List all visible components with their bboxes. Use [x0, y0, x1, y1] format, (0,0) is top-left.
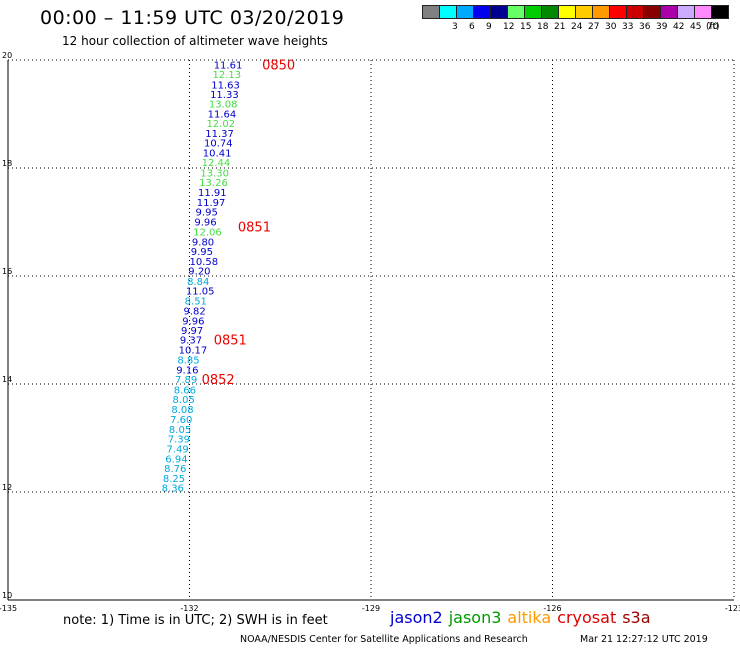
- data-point-label: 9.96: [182, 316, 204, 327]
- data-point-label: 7.89: [175, 375, 197, 386]
- data-point-label: 7.60: [170, 415, 192, 426]
- y-tick-label: 12: [2, 483, 12, 492]
- data-point-label: 13.08: [209, 100, 238, 111]
- data-point-label: 8.84: [187, 277, 209, 288]
- satellite-name: cryosat: [557, 608, 617, 627]
- legend-tick-label: 9: [486, 22, 492, 32]
- data-point-label: 12.02: [206, 119, 235, 130]
- data-point-label: 6.94: [165, 455, 187, 466]
- data-point-label: 8.51: [185, 296, 207, 307]
- data-point-label: 9.16: [176, 365, 198, 376]
- time-label: 0850: [262, 58, 295, 73]
- data-point-label: 9.97: [181, 326, 203, 337]
- legend-tick-label: 45: [690, 22, 702, 32]
- data-point-label: 10.17: [179, 345, 208, 356]
- legend-tick-label: 3: [452, 22, 458, 32]
- x-tick-label: -129: [362, 604, 380, 613]
- x-tick-label: -123: [725, 604, 740, 613]
- data-point-label: 8.25: [163, 474, 185, 485]
- legend-tick-label: 6: [469, 22, 475, 32]
- data-point-label: 9.20: [188, 267, 210, 278]
- y-tick-label: 20: [2, 51, 12, 60]
- data-point-label: 11.05: [186, 287, 215, 298]
- legend-tick-label: 18: [537, 22, 549, 32]
- data-point-label: 13.30: [200, 168, 229, 179]
- data-point-label: 12.06: [193, 228, 222, 239]
- legend-swatch: [711, 5, 729, 19]
- data-point-label: 11.37: [205, 129, 234, 140]
- legend-tick-label: 30: [605, 22, 617, 32]
- satellite-name: jason2: [390, 608, 443, 627]
- data-point-label: 11.64: [208, 109, 237, 120]
- y-tick-label: 16: [2, 267, 12, 276]
- legend-tick-label: 12: [503, 22, 515, 32]
- y-tick-label: 14: [2, 375, 12, 384]
- data-point-label: 10.74: [204, 139, 233, 150]
- y-tick-label: 10: [2, 591, 12, 600]
- data-point-label: 8.05: [169, 425, 191, 436]
- data-point-label: 8.05: [173, 395, 195, 406]
- legend-tick-label: 33: [622, 22, 634, 32]
- data-point-label: 12.44: [202, 158, 231, 169]
- data-point-label: 9.96: [194, 217, 216, 228]
- legend-tick-label: 15: [520, 22, 532, 32]
- data-point-label: 11.97: [197, 198, 226, 209]
- data-point-label: 11.33: [210, 90, 239, 101]
- legend-tick-label: 27: [588, 22, 600, 32]
- data-point-label: 8.85: [177, 356, 199, 367]
- satellite-name: jason3: [448, 608, 502, 627]
- legend-tick-label: 70: [707, 22, 719, 32]
- time-label: 0851: [238, 220, 271, 235]
- x-tick-label: -126: [543, 604, 561, 613]
- data-point-label: 8.36: [162, 484, 184, 495]
- color-legend: 3 6 9 12 15 18 21 24 27 30 33 36 39 42 45 70 (ft): [422, 5, 732, 41]
- time-label: 0852: [202, 373, 235, 388]
- data-point-label: 12.13: [212, 70, 241, 81]
- legend-unit-label: (ft): [706, 22, 720, 32]
- x-tick-label: -132: [180, 604, 198, 613]
- data-point-label: 11.91: [198, 188, 227, 199]
- legend-tick-label: 42: [673, 22, 685, 32]
- data-point-label: 10.58: [190, 257, 219, 268]
- time-label: 0851: [214, 334, 247, 349]
- data-point-label: 7.49: [167, 444, 189, 455]
- data-point-label: 7.39: [168, 435, 190, 446]
- legend-tick-label: 24: [571, 22, 583, 32]
- legend-tick-label: 21: [554, 22, 566, 32]
- satellite-name: s3a: [622, 608, 651, 627]
- data-point-label: 9.37: [180, 336, 202, 347]
- data-point-label: 8.66: [174, 385, 196, 396]
- data-point-label: 13.26: [199, 178, 228, 189]
- data-point-label: 9.82: [183, 307, 205, 318]
- data-point-label: 11.61: [214, 60, 243, 71]
- data-point-label: 10.41: [203, 148, 232, 159]
- satellite-name: altika: [507, 608, 552, 627]
- y-tick-label: 18: [2, 159, 12, 168]
- legend-tick-label: 36: [639, 22, 651, 32]
- generated-timestamp: Mar 21 12:27:12 UTC 2019: [580, 634, 708, 645]
- footer-note: note: 1) Time is in UTC; 2) SWH is in fe…: [63, 613, 328, 628]
- data-point-label: 9.95: [196, 208, 218, 219]
- x-tick-label: -135: [0, 604, 17, 613]
- credit-text: NOAA/NESDIS Center for Satellite Applica…: [240, 634, 528, 645]
- satellite-legend: jason2 jason3 altika cryosat s3a: [390, 608, 657, 627]
- data-point-label: 11.63: [211, 80, 240, 91]
- data-point-label: 8.08: [171, 405, 193, 416]
- legend-tick-label: 39: [656, 22, 668, 32]
- data-point-label: 9.80: [192, 237, 214, 248]
- chart-title: 00:00 – 11:59 UTC 03/20/2019: [40, 7, 345, 29]
- data-point-label: 8.76: [164, 464, 186, 475]
- chart-subtitle: 12 hour collection of altimeter wave hei…: [62, 34, 328, 48]
- data-point-label: 9.95: [191, 247, 213, 258]
